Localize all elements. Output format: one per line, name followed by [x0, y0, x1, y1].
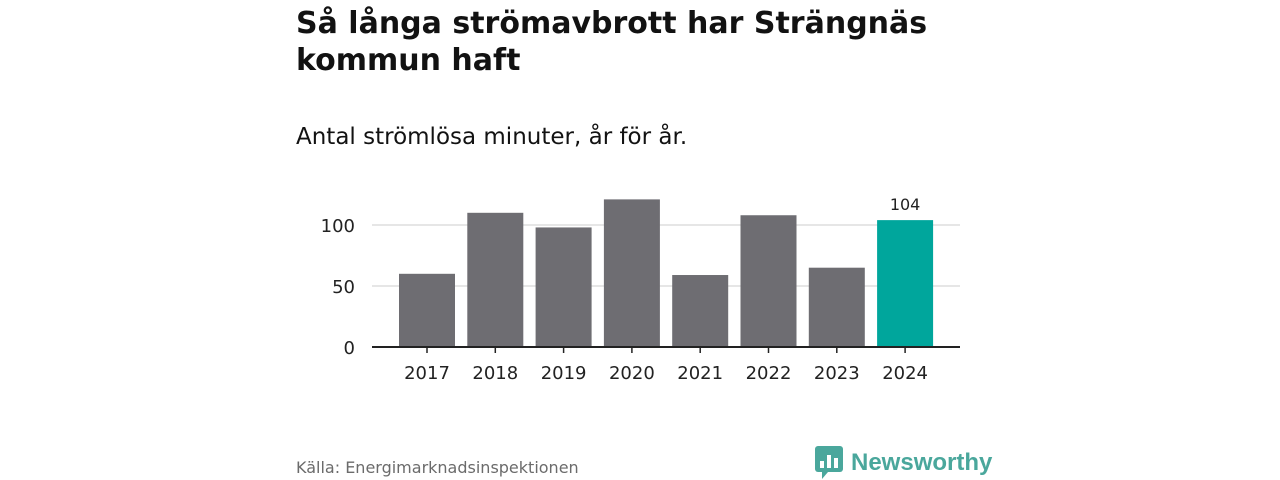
y-tick-label: 50	[332, 277, 355, 298]
y-tick-label: 100	[321, 216, 355, 237]
brand-name: Newsworthy	[851, 449, 993, 476]
x-tick-label: 2023	[814, 363, 860, 384]
bar-2021	[672, 275, 729, 347]
bar-2018	[467, 212, 524, 347]
chart-title: Så långa strömavbrott har Strängnäs komm…	[296, 6, 928, 78]
chart-subtitle: Antal strömlösa minuter, år för år.	[296, 124, 688, 150]
bar-2019	[535, 227, 592, 347]
x-tick-label: 2018	[472, 363, 518, 384]
bar-2024	[877, 220, 934, 347]
x-tick-label: 2017	[404, 363, 450, 384]
source-note: Källa: Energimarknadsinspektionen	[296, 458, 579, 477]
x-tick-label: 2019	[541, 363, 587, 384]
newsworthy-logo-icon	[815, 446, 843, 479]
bar-2022	[740, 215, 797, 347]
bar-2020	[603, 199, 660, 347]
x-tick-label: 2020	[609, 363, 655, 384]
data-label: 104	[890, 195, 921, 214]
bar-2023	[808, 267, 865, 347]
bar-2017	[399, 273, 455, 347]
x-tick-label: 2021	[677, 363, 723, 384]
y-tick-label: 0	[344, 338, 355, 359]
brand-logo[interactable]: Newsworthy	[815, 446, 992, 480]
x-tick-label: 2024	[882, 363, 928, 384]
x-tick-label: 2022	[746, 363, 792, 384]
